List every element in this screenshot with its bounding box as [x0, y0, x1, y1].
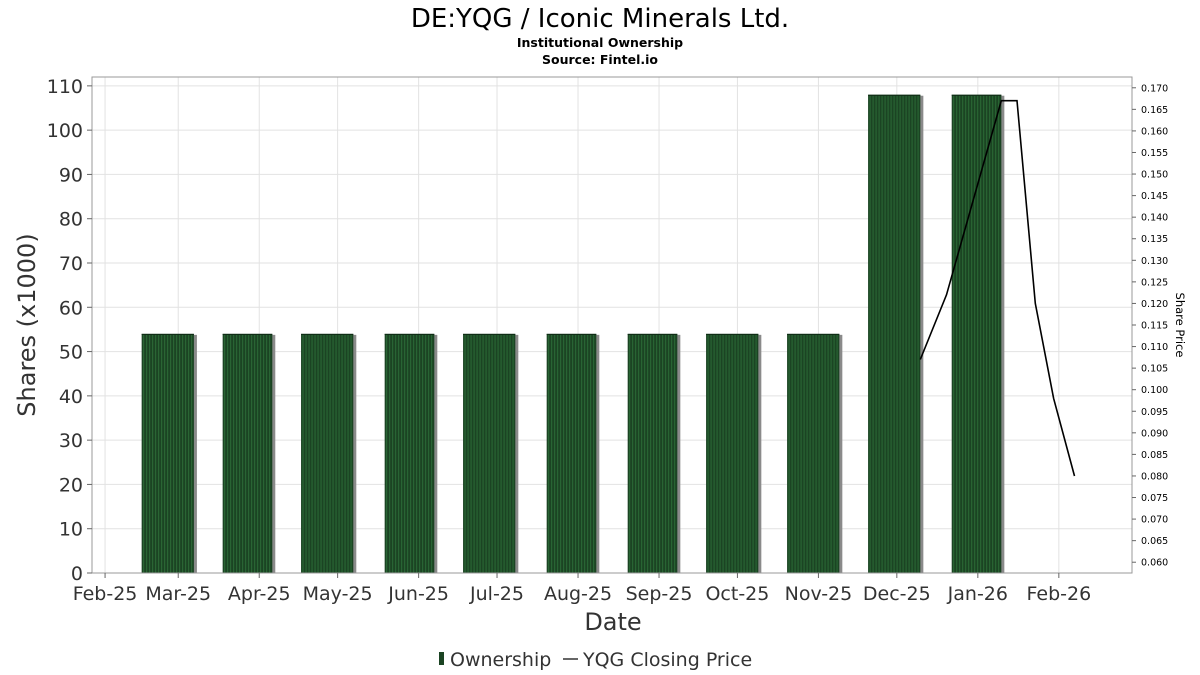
ownership-bar [706, 333, 762, 573]
y-axis-ticks: 0 10 20 30 40 50 60 70 80 90 100 110 [47, 76, 92, 585]
y-tick-label: 0 [71, 563, 83, 585]
y2-tick-label: 0.075 [1141, 493, 1168, 504]
x-tick-label: Feb-25 [73, 583, 138, 605]
bar-fill [222, 333, 273, 573]
y-tick-label: 50 [59, 342, 83, 364]
ownership-bar [141, 333, 197, 573]
chart-title: DE:YQG / Iconic Minerals Ltd. [411, 4, 789, 34]
legend-swatch-ownership [439, 652, 444, 665]
y-tick-label: 100 [47, 120, 83, 142]
y2-tick-label: 0.125 [1141, 277, 1168, 288]
ownership-bar [546, 333, 600, 573]
y2-axis-label: Share Price [1173, 293, 1187, 358]
y-axis-label: Shares (x1000) [13, 233, 41, 416]
y-tick-label: 30 [59, 430, 83, 452]
y2-tick-label: 0.120 [1141, 299, 1168, 310]
price-line [919, 99, 1076, 477]
ownership-bar [301, 333, 357, 573]
ownership-bar [868, 94, 924, 573]
y-tick-label: 40 [59, 386, 83, 408]
ownership-bar [222, 333, 276, 573]
x-tick-label: Sep-25 [626, 583, 693, 605]
y-tick-label: 10 [59, 519, 83, 541]
bar-fill [951, 94, 1002, 573]
ownership-bar [787, 333, 843, 573]
y-tick-label: 110 [47, 76, 83, 98]
x-tick-label: Jul-25 [469, 583, 524, 605]
ownership-bar [384, 333, 438, 573]
y2-tick-label: 0.160 [1141, 126, 1168, 137]
x-axis-label: Date [584, 608, 641, 636]
y2-tick-label: 0.080 [1141, 471, 1168, 482]
y2-tick-label: 0.130 [1141, 256, 1168, 267]
x-tick-label: Mar-25 [145, 583, 211, 605]
x-tick-label: Feb-26 [1026, 583, 1091, 605]
x-tick-label: Jan-26 [947, 583, 1008, 605]
y-tick-label: 20 [59, 474, 83, 496]
y2-tick-label: 0.090 [1141, 428, 1168, 439]
x-tick-label: Oct-25 [705, 583, 769, 605]
y2-tick-label: 0.100 [1141, 385, 1168, 396]
x-tick-label: Aug-25 [544, 583, 612, 605]
y2-tick-label: 0.140 [1141, 213, 1168, 224]
x-tick-label: Nov-25 [785, 583, 853, 605]
y2-tick-label: 0.070 [1141, 515, 1168, 526]
x-tick-label: Dec-25 [863, 583, 931, 605]
y-tick-label: 60 [59, 297, 83, 319]
chart-subtitle-1: Institutional Ownership [517, 35, 683, 50]
x-tick-label: Apr-25 [228, 583, 291, 605]
chart-subtitle-2: Source: Fintel.io [542, 52, 658, 67]
y2-tick-label: 0.065 [1141, 536, 1168, 547]
y2-tick-label: 0.060 [1141, 558, 1168, 569]
y2-tick-label: 0.150 [1141, 170, 1168, 181]
y2-tick-label: 0.135 [1141, 234, 1168, 245]
y2-tick-label: 0.170 [1141, 83, 1168, 94]
y2-tick-label: 0.165 [1141, 105, 1168, 116]
ownership-bar [463, 333, 519, 573]
bar-fill [546, 333, 597, 573]
y2-tick-label: 0.105 [1141, 364, 1168, 375]
bar-fill [627, 333, 678, 573]
x-tick-label: Jun-25 [387, 583, 449, 605]
y2-tick-label: 0.145 [1141, 191, 1168, 202]
bar-fill [384, 333, 435, 573]
ownership-bars [141, 94, 1005, 573]
y2-tick-label: 0.085 [1141, 450, 1168, 461]
y-tick-label: 90 [59, 164, 83, 186]
y2-axis-ticks: 0.060 0.065 0.070 0.075 0.080 0.085 0.090 0.095… [1132, 83, 1168, 569]
price-line-path [919, 99, 1076, 477]
y2-tick-label: 0.155 [1141, 148, 1168, 159]
ownership-bar [627, 333, 681, 573]
x-tick-label: May-25 [303, 583, 373, 605]
y2-tick-label: 0.095 [1141, 407, 1168, 418]
ownership-bar [951, 94, 1005, 573]
x-axis-ticks: Feb-25 Mar-25 Apr-25 May-25 Jun-25 Jul-25 Aug-… [73, 573, 1091, 605]
legend-label-price: YQG Closing Price [582, 649, 752, 671]
legend: Ownership YQG Closing Price [439, 649, 752, 671]
y-tick-label: 80 [59, 209, 83, 231]
legend-label-ownership: Ownership [450, 649, 551, 671]
y2-tick-label: 0.110 [1141, 342, 1168, 353]
y-tick-label: 70 [59, 253, 83, 275]
y2-tick-label: 0.115 [1141, 321, 1168, 332]
